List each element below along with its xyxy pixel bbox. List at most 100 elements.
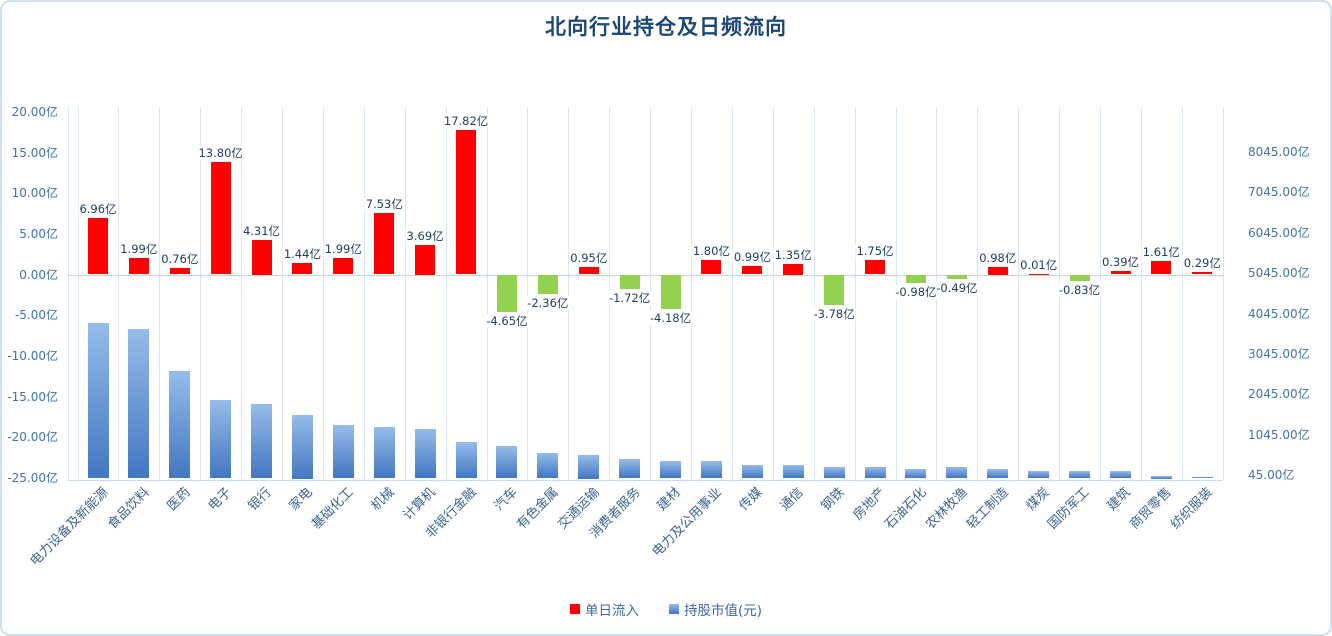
vertical-gridline [363,107,365,480]
right-axis-tick: 1045.00亿 [1248,427,1310,442]
bar-value-label: -0.49亿 [935,280,979,295]
left-axis-tick: -25.00亿 [7,470,58,485]
category-label: 银行 [246,485,276,515]
inflow-bar [210,162,231,275]
inflow-bar [824,274,845,306]
holdings-bar [251,404,272,479]
bar-value-label: 0.01亿 [1019,257,1059,272]
holdings-legend-swatch-icon [668,604,679,614]
holdings-bar [1191,476,1213,479]
bar-value-label: -2.36亿 [526,295,570,310]
holdings-bar [414,429,436,479]
right-axis-tick: 4045.00亿 [1248,306,1310,321]
category-label: 计算机 [400,485,439,524]
category-label: 石油石化 [882,485,930,533]
vertical-gridline [404,107,406,480]
inflow-bar [88,217,108,275]
vertical-gridline [1018,107,1020,480]
left-axis-tick: 0.00亿 [19,267,58,282]
category-label: 轻工制造 [963,485,1012,533]
inflow-bar [742,266,763,275]
inflow-bar [1069,274,1090,282]
right-axis-tick: 2045.00亿 [1248,387,1310,402]
left-axis-tick: 5.00亿 [19,227,58,241]
legend-item-inflow: 单日流入 [569,599,639,619]
bar-value-label: 17.82亿 [442,113,490,128]
left-axis-tick: 20.00亿 [11,105,58,119]
holdings-bar [373,427,395,479]
vertical-gridline [118,107,120,480]
bar-value-label: 0.98亿 [978,250,1018,265]
holdings-bar [1069,471,1090,479]
inflow-bar [1151,261,1172,275]
vertical-gridline [854,107,856,480]
left-axis-tick: -5.00亿 [14,308,58,323]
inflow-bar [865,260,885,275]
bar-value-label: 0.95亿 [569,250,609,265]
bar-value-label: 1.99亿 [119,242,159,257]
category-label: 食品饮料 [105,485,153,533]
category-label: 机械 [368,485,398,515]
holdings-bar [169,371,191,479]
left-axis-tick: 15.00亿 [11,145,58,160]
bar-value-label: -3.78亿 [812,307,856,322]
left-plot-border [68,107,69,480]
category-label: 电力设备及新能源 [27,485,112,570]
inflow-bar [1028,273,1049,275]
category-label: 医药 [164,485,194,515]
holdings-bar [332,425,354,479]
category-label: 煤炭 [1023,485,1053,515]
inflow-bar [251,239,272,275]
holdings-bar [87,322,109,479]
vertical-gridline [813,107,815,480]
right-axis-tick: 5045.00亿 [1248,266,1310,281]
right-axis-tick: 8045.00亿 [1248,145,1310,159]
inflow-bar [456,129,477,275]
vertical-gridline [322,107,324,480]
inflow-bar [292,262,313,275]
vertical-gridline [200,107,202,480]
category-label: 国防军工 [1045,485,1094,533]
bar-value-label: 1.35亿 [773,247,813,262]
vertical-gridline [731,107,733,480]
inflow-bar [496,274,517,313]
holdings-bar [905,468,927,479]
inflow-bar [128,258,149,275]
bar-value-label: 0.99亿 [732,250,772,265]
inflow-legend-swatch-icon [569,604,580,614]
inflow-bar [701,259,722,275]
bar-value-label: 1.99亿 [323,242,363,257]
category-label: 建筑 [1105,485,1135,515]
inflow-bar [374,213,395,275]
inflow-bar [415,244,436,275]
inflow-bar [619,274,640,289]
holdings-bar [1150,475,1172,479]
category-label: 农林牧渔 [923,485,971,533]
left-axis-tick: -20.00亿 [7,430,58,445]
vertical-gridline [241,107,243,480]
category-label: 电子 [205,485,235,515]
bar-value-label: 4.31亿 [241,223,282,238]
bar-value-label: 0.29亿 [1182,256,1222,271]
bar-value-label: 1.44亿 [282,246,322,261]
holdings-bar [578,454,600,479]
holdings-bar [782,464,804,479]
holdings-bar [660,461,681,479]
bar-value-label: 3.69亿 [405,228,445,243]
inflow-bar [1192,272,1213,275]
bar-value-label: 1.80亿 [691,243,731,258]
vertical-gridline [691,107,692,480]
holdings-bar [619,459,641,479]
left-axis-tick: 10.00亿 [11,186,58,201]
vertical-gridline [486,107,488,480]
category-label: 传媒 [737,485,767,515]
category-label: 房地产 [850,485,889,524]
holdings-bar [291,414,313,479]
inflow-bar [660,274,681,309]
legend-label-inflow: 单日流入 [584,603,639,619]
zero-axis-line [68,274,1223,276]
right-axis-tick: 7045.00亿 [1248,185,1310,200]
holdings-bar [1110,471,1131,479]
vertical-gridline [282,107,283,480]
bar-value-label: 7.53亿 [364,197,404,212]
